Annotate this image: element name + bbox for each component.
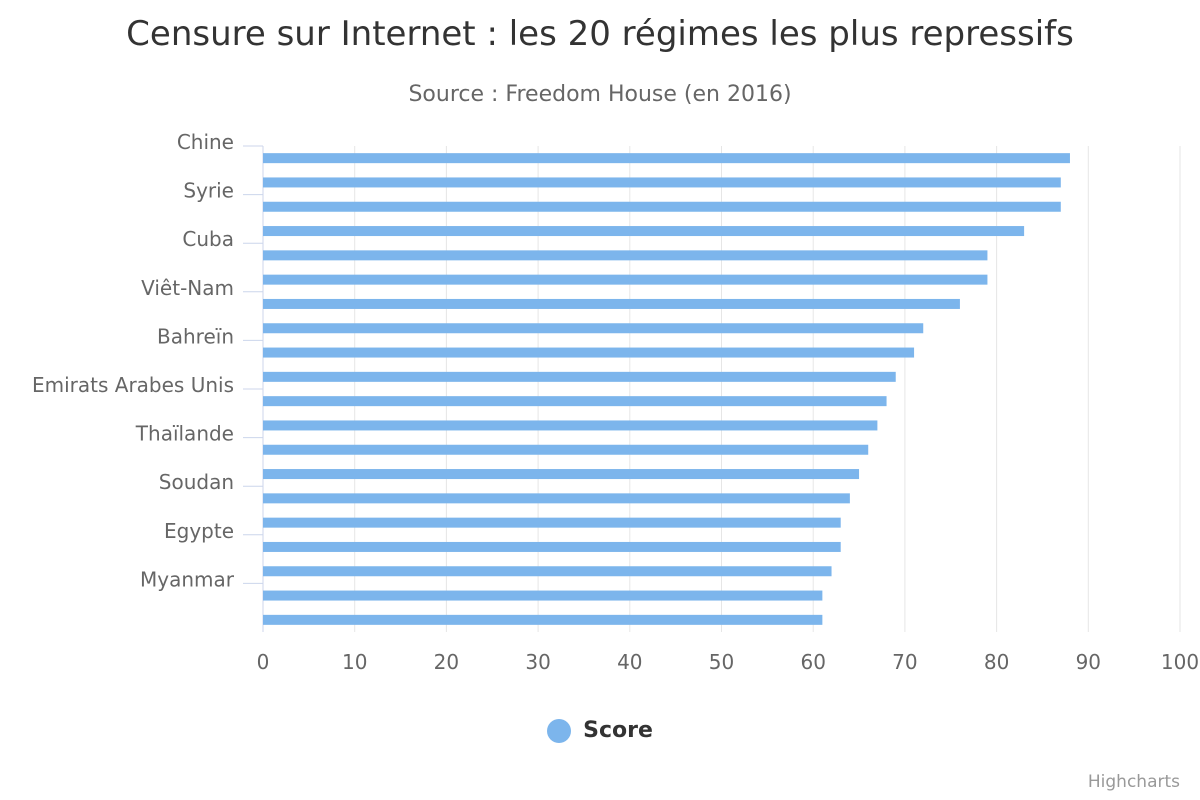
category-label: Thaïlande <box>135 422 234 446</box>
category-label: Myanmar <box>140 567 235 591</box>
bar <box>263 153 1070 164</box>
bar <box>263 493 850 504</box>
bar <box>263 566 832 577</box>
bar <box>263 590 823 601</box>
category-label: Soudan <box>159 470 234 494</box>
x-tick-label: 0 <box>257 650 270 674</box>
category-label: Viêt-Nam <box>141 276 234 300</box>
bar <box>263 250 988 261</box>
x-tick-label: 80 <box>984 650 1009 674</box>
x-tick-label: 10 <box>342 650 367 674</box>
x-tick-label: 50 <box>709 650 734 674</box>
x-tick-label: 30 <box>525 650 550 674</box>
bar <box>263 444 869 455</box>
bar <box>263 298 960 309</box>
bar <box>263 201 1061 212</box>
legend-symbol <box>547 718 572 743</box>
bar <box>263 371 896 382</box>
bar <box>263 517 841 528</box>
bar <box>263 323 924 334</box>
legend[interactable]: Score <box>0 718 1200 743</box>
bar <box>263 396 887 407</box>
bar <box>263 177 1061 188</box>
credits-link[interactable]: Highcharts <box>1087 772 1180 792</box>
category-label: Syrie <box>183 179 234 203</box>
bar <box>263 347 915 358</box>
x-tick-label: 40 <box>617 650 642 674</box>
category-label: Chine <box>177 130 234 154</box>
x-tick-label: 70 <box>892 650 917 674</box>
bar <box>263 274 988 285</box>
category-label: Egypte <box>164 519 234 543</box>
category-label: Cuba <box>182 227 234 251</box>
bar <box>263 614 823 625</box>
x-tick-label: 100 <box>1161 650 1199 674</box>
bar <box>263 226 1025 237</box>
chart-title: Censure sur Internet : les 20 régimes le… <box>126 14 1074 54</box>
category-label: Bahreïn <box>157 324 234 348</box>
chart-subtitle: Source : Freedom House (en 2016) <box>408 82 792 107</box>
category-label: Emirats Arabes Unis <box>32 373 234 397</box>
bar <box>263 420 878 431</box>
bar <box>263 469 860 480</box>
x-tick-label: 20 <box>434 650 459 674</box>
x-tick-label: 90 <box>1076 650 1101 674</box>
x-tick-label: 60 <box>800 650 825 674</box>
legend-label-score[interactable]: Score <box>583 718 653 743</box>
bar <box>263 541 841 552</box>
